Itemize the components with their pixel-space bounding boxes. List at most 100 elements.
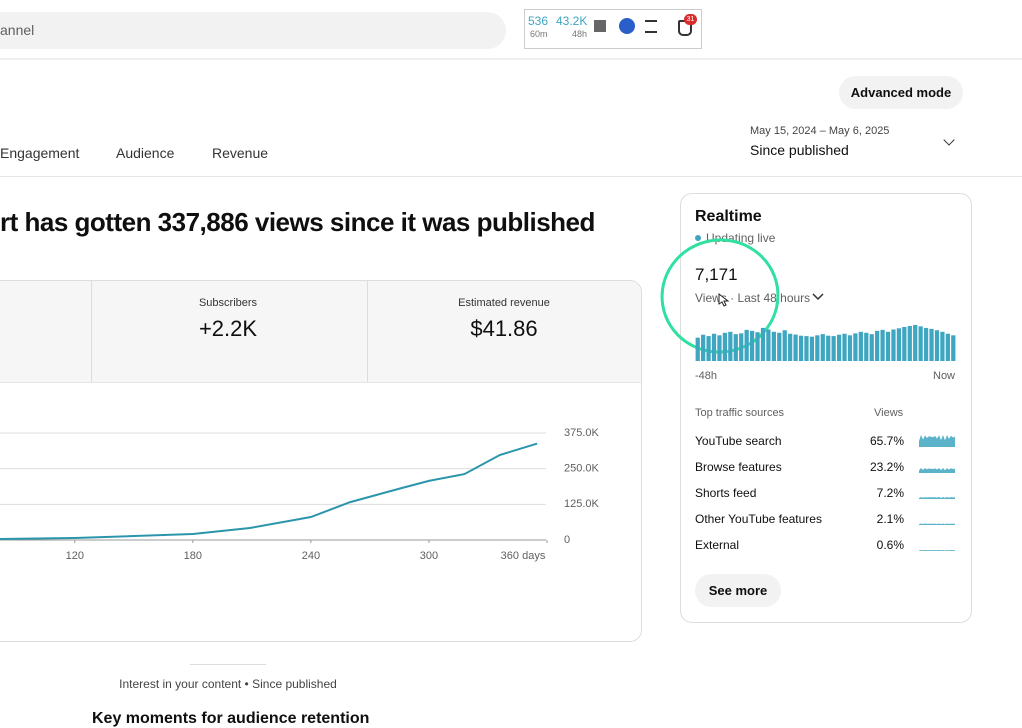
cursor xyxy=(718,292,730,307)
ext-period: 48h xyxy=(572,29,588,39)
metric-label: Subscribers xyxy=(198,297,258,309)
bar xyxy=(782,330,787,361)
bar xyxy=(711,333,717,361)
headline: rt has gotten 337,886 views since it was… xyxy=(0,207,595,237)
metrics-row xyxy=(0,281,641,383)
bar xyxy=(815,335,820,361)
search-box[interactable] xyxy=(0,12,506,49)
source-share: 7.2% xyxy=(876,486,904,500)
bar xyxy=(717,335,722,361)
bar xyxy=(842,333,847,361)
metric-label: Estimated revenue xyxy=(458,297,550,309)
ext-period: 60m xyxy=(530,29,548,39)
views-header: Views xyxy=(874,407,904,419)
bar xyxy=(951,335,956,361)
bar xyxy=(875,330,880,361)
sparkline xyxy=(919,550,955,551)
realtime-status: Updating live xyxy=(706,231,776,245)
x-tick-label: 120 xyxy=(66,550,84,562)
source-share: 0.6% xyxy=(876,538,904,552)
y-tick-label: 0 xyxy=(564,534,570,546)
dropdown-chevron[interactable] xyxy=(812,293,824,301)
date-label[interactable]: Since published xyxy=(750,142,849,158)
bar xyxy=(706,336,711,361)
bar xyxy=(695,337,700,361)
bar xyxy=(880,329,885,361)
axis-end: Now xyxy=(933,370,956,382)
sources-header: Top traffic sources xyxy=(695,407,785,419)
source-name: YouTube search xyxy=(695,434,782,448)
bar xyxy=(820,334,825,361)
bar xyxy=(701,334,706,361)
bar xyxy=(896,328,902,361)
y-tick-label: 125.0K xyxy=(564,498,600,510)
bar xyxy=(885,331,891,361)
sparkline xyxy=(919,435,955,447)
bar xyxy=(902,326,907,361)
realtime-views: 7,171 xyxy=(695,265,738,284)
bar xyxy=(858,331,863,361)
menu-icon[interactable] xyxy=(645,20,657,33)
bar xyxy=(771,331,776,361)
bar xyxy=(804,336,809,361)
bar xyxy=(853,333,858,361)
bar xyxy=(755,332,760,361)
bar xyxy=(864,332,869,361)
tab[interactable]: Revenue xyxy=(212,145,269,161)
live-dot xyxy=(695,235,701,241)
bar xyxy=(913,325,918,361)
x-tick-label: 360 days xyxy=(501,550,546,562)
realtime-card xyxy=(680,193,972,623)
ext-icon[interactable] xyxy=(594,20,606,32)
bar xyxy=(749,330,755,361)
divider xyxy=(190,664,266,665)
bar xyxy=(788,333,793,361)
source-name: External xyxy=(695,538,740,552)
source-name: Other YouTube features xyxy=(695,512,822,526)
source-share: 65.7% xyxy=(869,434,904,448)
y-tick-label: 375.0K xyxy=(564,427,600,439)
x-tick-label: 180 xyxy=(184,550,202,562)
bar xyxy=(836,334,842,361)
bar xyxy=(940,331,945,361)
bar xyxy=(760,327,766,361)
ext-icon[interactable] xyxy=(619,18,635,34)
bar xyxy=(891,329,896,361)
bar xyxy=(831,336,836,361)
views-line xyxy=(0,442,538,540)
bar xyxy=(777,332,782,361)
bar xyxy=(722,332,728,361)
bar xyxy=(826,335,831,361)
bar xyxy=(923,327,929,361)
bar xyxy=(929,328,934,361)
x-tick-label: 240 xyxy=(302,550,320,562)
overview-card xyxy=(0,280,642,642)
bar xyxy=(809,336,815,361)
axis-start: -48h xyxy=(695,370,718,382)
source-name: Browse features xyxy=(695,460,782,474)
divider xyxy=(91,281,92,382)
bar xyxy=(918,326,923,361)
bar xyxy=(728,331,733,361)
date-range: May 15, 2024 – May 6, 2025 xyxy=(750,125,890,137)
tab[interactable]: Engagement xyxy=(0,145,80,161)
bar xyxy=(766,329,771,361)
source-name: Shorts feed xyxy=(695,486,757,500)
bar xyxy=(907,325,912,361)
divider xyxy=(0,176,1022,177)
bar xyxy=(934,330,940,361)
see-more-button[interactable]: See more xyxy=(695,574,781,607)
metric-value: $41.86 xyxy=(470,316,538,341)
ext-stat: 536 xyxy=(528,14,549,28)
sparkline xyxy=(919,523,955,525)
x-tick-label: 300 xyxy=(420,550,438,562)
divider xyxy=(367,281,368,382)
advanced-mode-button[interactable]: Advanced mode xyxy=(839,76,963,109)
bar xyxy=(739,333,744,361)
bar xyxy=(798,335,804,361)
tab[interactable]: Audience xyxy=(116,145,175,161)
search-text: annel xyxy=(0,22,35,38)
